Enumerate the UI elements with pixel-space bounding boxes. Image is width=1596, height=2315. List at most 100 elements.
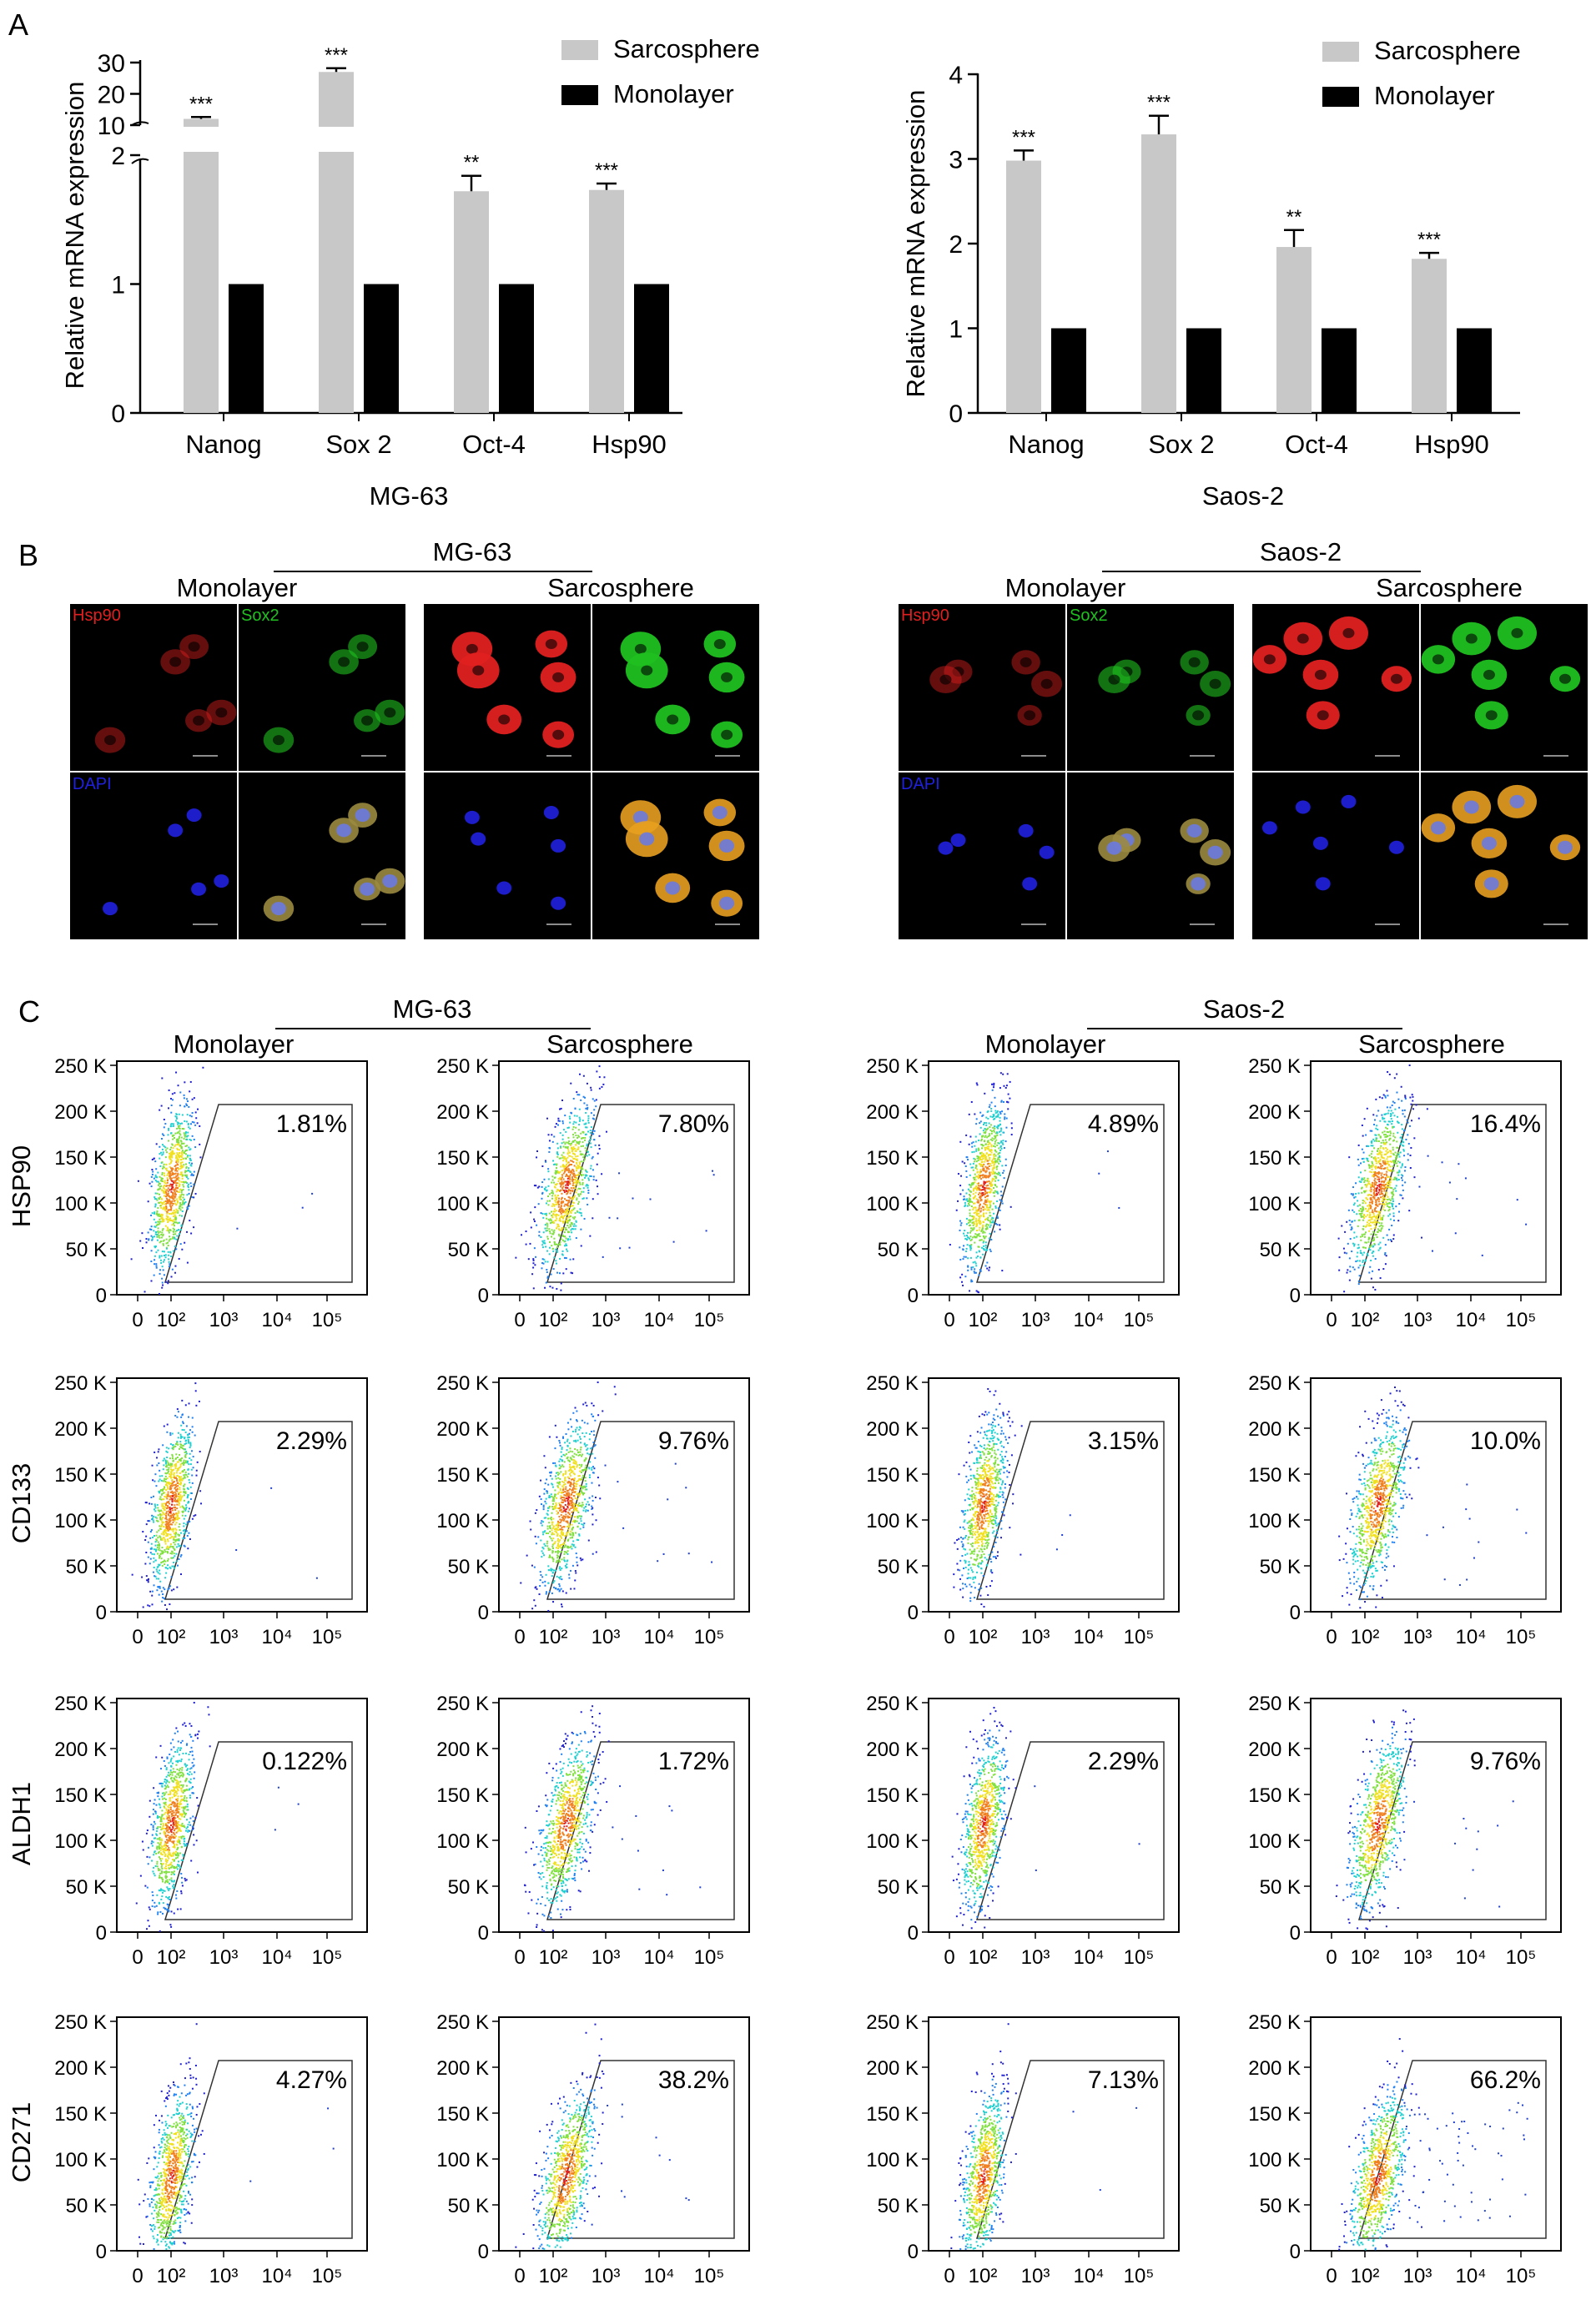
flow-event [968,1143,970,1145]
flow-event [568,1140,571,1143]
flow-event [190,1450,193,1452]
flow-event [169,1212,171,1215]
flow-x-tick-label: 0 [514,1309,525,1331]
flow-event [1409,1166,1412,1169]
flow-event [1348,1279,1351,1281]
flow-event [184,1157,187,1160]
micrograph-sox2: Sox2 [1067,604,1234,771]
flow-event [556,1155,559,1158]
flow-event [972,1162,974,1165]
flow-event [160,1138,163,1140]
flow-event [581,1175,583,1177]
flow-event [142,1606,144,1608]
flow-event [572,1175,575,1177]
flow-event [552,1230,555,1233]
flow-event [1370,1190,1372,1193]
flow-event [569,1210,571,1213]
flow-event [162,1228,164,1230]
flow-event [567,1183,570,1185]
flow-event [1381,1180,1383,1183]
flow-event [1356,1236,1358,1238]
flow-event [580,1212,582,1215]
flow-event [151,1603,154,1606]
flow-event [1403,1129,1406,1131]
flow-event [172,1547,174,1549]
flow-event [189,1429,192,1432]
flow-event [553,1243,556,1246]
flow-event [1380,1193,1382,1195]
flow-event [574,1153,576,1155]
flow-event [165,1207,168,1210]
flow-event [1382,1195,1384,1198]
flow-event [968,1237,970,1240]
flow-event [975,1251,978,1254]
flow-event [159,1175,161,1178]
flow-event [582,1153,584,1155]
flow-event [168,1495,170,1497]
flow-event [188,1500,190,1502]
flow-event [991,1083,994,1085]
flow-event [1380,1141,1382,1144]
cell-nucleus-dark [498,714,511,725]
flow-event [598,1076,601,1079]
flow-event [1391,1225,1393,1227]
flow-event [171,1485,174,1487]
flow-event [555,1248,557,1251]
flow-event [567,1220,570,1222]
flow-event [994,1112,997,1115]
flow-event [1404,1166,1407,1169]
nucleus [496,881,512,895]
flow-event [1397,1153,1400,1155]
flow-event [149,1520,151,1522]
flow-event [562,1165,565,1168]
flow-event [174,1477,176,1479]
flow-event [561,1187,564,1190]
flow-event [165,1238,168,1241]
flow-event [165,1450,168,1452]
flow-event [1387,1070,1389,1073]
flow-event-gated [619,1247,622,1250]
flow-event [984,1092,986,1095]
flow-event [541,1212,544,1215]
flow-event [1392,1126,1394,1129]
flow-event [1380,1177,1382,1180]
flow-event [967,1159,969,1161]
flow-event [985,1200,988,1203]
flow-event [985,1122,988,1125]
flow-event [587,1106,589,1109]
y-tick-label-upper-0: 10 [98,113,125,140]
flow-event [972,1236,974,1239]
flow-event [556,1142,559,1145]
flow-event [166,1185,169,1187]
flow-event [1387,1155,1389,1158]
flow-event [989,1182,991,1185]
flow-event [548,1253,551,1256]
flow-event [966,1244,969,1246]
flow-event [154,1505,157,1507]
flow-event [164,1477,166,1480]
flow-event [552,1250,555,1252]
flow-event [971,1215,974,1217]
flow-event [172,1172,174,1175]
flow-event [169,1238,171,1241]
flow-event [160,1213,163,1215]
flow-y-tick-label: 150 K [436,1464,489,1487]
flow-event [980,1230,983,1233]
flow-event [1361,1191,1363,1194]
flow-event [543,1178,546,1180]
flow-event [1387,1112,1389,1115]
flow-event [1371,1252,1373,1255]
flow-event [165,1242,168,1245]
flow-event [549,1286,551,1288]
flow-event [177,1085,179,1087]
flow-event [993,1191,995,1194]
flow-event-gated [1431,1250,1433,1252]
flow-event [171,1093,174,1095]
flow-event [981,1227,984,1230]
flow-event [1377,1185,1379,1187]
flow-event [176,1539,179,1542]
flow-event [1387,1210,1390,1212]
flow-event [185,1504,188,1507]
flow-event [984,1171,987,1174]
nucleus-merged [632,810,648,824]
